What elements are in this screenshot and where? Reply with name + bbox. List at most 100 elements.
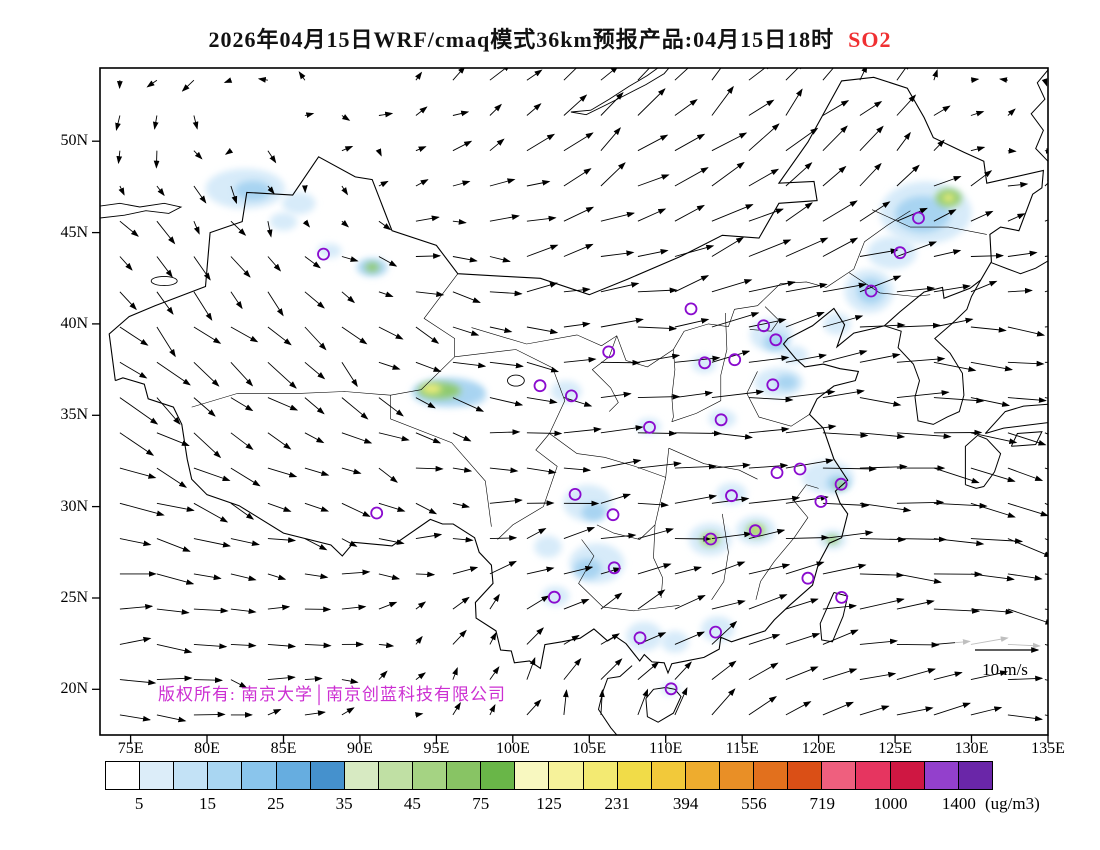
wind-arrow	[415, 146, 427, 152]
wind-arrow	[785, 561, 825, 575]
colorbar-tick-label: 1400	[941, 794, 976, 813]
wind-arrow	[785, 127, 819, 152]
colorbar-segment	[106, 762, 141, 789]
station-marker	[606, 508, 620, 522]
wind-arrow	[153, 150, 160, 169]
wind-arrow	[489, 666, 500, 680]
wind-arrow	[896, 241, 938, 257]
wind-arrow	[822, 165, 847, 187]
wind-arrow	[599, 689, 605, 715]
colorbar-tick-label: 125	[536, 794, 562, 813]
wind-arrow	[341, 114, 351, 121]
wind-arrow	[267, 502, 292, 512]
wind-arrow	[1007, 573, 1043, 581]
station-marker	[766, 378, 780, 392]
wind-arrow	[711, 132, 748, 152]
province-border	[871, 209, 987, 235]
so2-patch	[365, 262, 380, 272]
wind-arrow	[230, 256, 251, 278]
wind-arrow	[489, 214, 520, 222]
wind-arrow	[378, 670, 388, 680]
wind-arrow	[637, 393, 681, 400]
wind-arrow	[1007, 250, 1038, 257]
wind-arrow	[674, 631, 706, 645]
wind-arrow	[267, 432, 292, 450]
wind-arrow	[378, 111, 394, 118]
wind-arrow	[637, 589, 666, 610]
wind-arrow	[970, 573, 1015, 582]
wind-arrow	[563, 356, 597, 363]
wind-arrow	[489, 326, 513, 334]
wind-arrow	[970, 467, 1016, 483]
wind-arrow	[267, 537, 297, 543]
wind-arrow	[526, 282, 558, 293]
wind-arrow	[452, 666, 458, 680]
wind-arrow	[115, 115, 121, 131]
coastline	[991, 260, 1048, 275]
wind-arrow	[674, 661, 692, 680]
station-marker	[757, 319, 770, 333]
lat-tick-label: 45N	[60, 223, 88, 241]
station-marker	[814, 495, 828, 508]
wind-arrow	[526, 180, 551, 187]
wind-arrow	[230, 220, 247, 236]
colorbar-segment	[583, 762, 618, 789]
wind-arrow	[822, 530, 874, 540]
wind-arrow	[526, 215, 557, 222]
colorbar-segment	[685, 762, 720, 789]
wind-arrow	[970, 361, 1013, 372]
wind-arrow	[933, 361, 977, 372]
wind-scale-backdrop	[955, 636, 1045, 662]
station-marker	[834, 477, 848, 491]
wind-arrow	[193, 467, 231, 481]
wind-arrow	[378, 326, 404, 340]
wind-arrow	[637, 528, 674, 540]
province-border	[191, 273, 459, 408]
wind-arrow	[1044, 714, 1048, 717]
colorbar-unit: (ug/m3)	[985, 794, 1040, 813]
wind-arrow	[859, 397, 902, 407]
wind-arrow	[156, 714, 187, 723]
wind-arrow	[563, 94, 588, 116]
wind-arrow	[674, 687, 688, 716]
colorbar-segment	[788, 762, 823, 789]
wind-arrow	[378, 291, 394, 298]
wind-arrow	[230, 538, 260, 546]
wind-arrow	[304, 397, 325, 415]
wind-arrow	[415, 571, 436, 578]
wind-arrow	[822, 125, 848, 152]
wind-arrow	[859, 638, 898, 645]
so2-patch	[581, 502, 607, 522]
wind-arrow	[600, 162, 626, 187]
wind-arrow	[156, 675, 193, 682]
wind-arrow	[748, 662, 779, 680]
wind-arrow	[748, 528, 786, 540]
wind-arrow	[341, 397, 369, 420]
wind-arrow	[156, 467, 188, 488]
wind-arrow	[711, 462, 751, 469]
wind-arrow	[267, 709, 282, 716]
lake-outline	[570, 68, 670, 116]
colorbar-segment	[276, 762, 311, 789]
wind-arrow	[452, 180, 471, 187]
station-marker	[893, 246, 907, 260]
wind-arrow	[223, 77, 233, 83]
wind-arrow	[1044, 397, 1048, 399]
wind-arrow	[415, 106, 428, 116]
wind-arrow	[822, 668, 858, 681]
wind-arrow	[489, 178, 516, 187]
wind-arrow	[1007, 360, 1045, 367]
wind-arrow	[822, 701, 855, 716]
wind-arrow	[711, 688, 736, 716]
wind-arrow	[415, 672, 426, 680]
lon-tick-label: 120E	[801, 740, 836, 757]
wind-arrow	[600, 391, 632, 399]
wind-arrow	[600, 532, 637, 540]
wind-arrow	[341, 326, 368, 345]
wind-arrow	[970, 77, 980, 83]
wind-arrow	[489, 68, 512, 81]
station-marker	[602, 345, 616, 359]
lat-tick-label: 35N	[60, 406, 88, 424]
wind-arrow	[748, 168, 780, 187]
